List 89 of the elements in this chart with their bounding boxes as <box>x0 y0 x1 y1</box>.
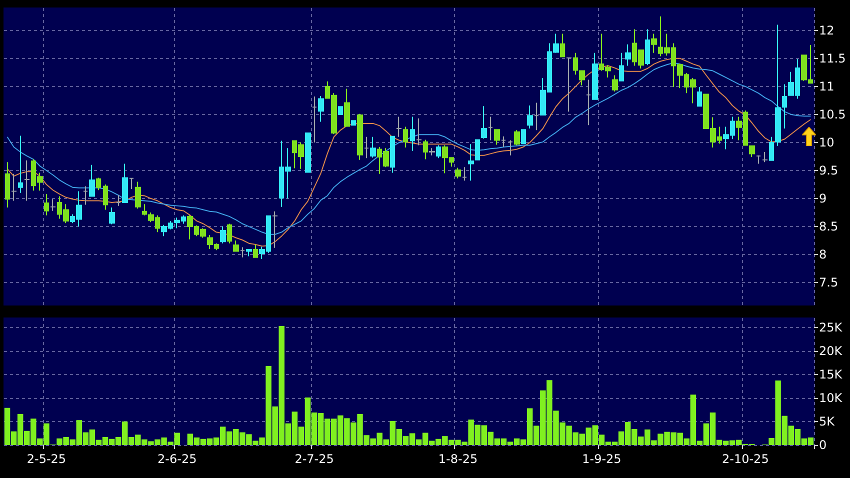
candlestick <box>142 204 147 216</box>
candlestick <box>586 79 591 126</box>
x-tick-label: 2-5-25 <box>26 452 66 466</box>
candlestick <box>566 57 572 112</box>
candlestick <box>488 116 493 141</box>
candlestick <box>233 240 239 252</box>
candlestick <box>312 96 317 143</box>
y-tick-label: 7.5 <box>819 276 838 290</box>
y-tick-label: 5K <box>819 414 836 428</box>
candlestick <box>514 130 520 146</box>
y-tick-label: 25K <box>819 320 844 334</box>
candlestick <box>129 178 134 190</box>
y-tick-label: 10.5 <box>819 107 846 122</box>
candlestick <box>429 148 435 156</box>
candlestick <box>44 194 49 216</box>
y-tick-label: 8.5 <box>819 220 838 234</box>
candlestick <box>534 102 539 131</box>
candlestick <box>272 210 278 248</box>
candlestick <box>83 186 88 206</box>
candlestick <box>625 44 631 66</box>
y-tick-label: 10K <box>819 390 844 405</box>
candlestick <box>396 116 402 138</box>
candlestick <box>416 118 422 146</box>
candlestick <box>135 181 141 210</box>
candlestick <box>246 248 252 257</box>
candlestick <box>494 129 500 146</box>
candlestick <box>697 86 702 107</box>
candlestick <box>756 154 761 164</box>
candlestick <box>619 52 624 82</box>
candlestick <box>240 246 245 258</box>
candlestick <box>573 52 578 76</box>
candlestick <box>89 164 95 197</box>
candlestick <box>462 166 467 182</box>
y-tick-label: 9.5 <box>819 164 838 178</box>
candlestick <box>364 136 369 159</box>
candlestick <box>527 105 533 129</box>
candlestick <box>560 33 565 58</box>
candlestick <box>103 184 108 210</box>
y-tick-label: 11.5 <box>819 51 846 66</box>
candlestick <box>24 160 30 202</box>
candlestick <box>109 206 115 225</box>
candlestick <box>410 116 415 152</box>
candlestick <box>116 194 121 206</box>
candlestick <box>455 167 461 179</box>
candlestick <box>475 139 480 160</box>
y-tick-label: 20K <box>819 344 844 358</box>
candlestick <box>651 33 657 54</box>
candlestick <box>18 135 23 194</box>
candlestick <box>592 52 598 100</box>
candlestick <box>122 163 128 203</box>
x-tick-label: 1-9-25 <box>582 452 622 466</box>
candlestick <box>318 95 324 122</box>
candlestick <box>220 226 226 244</box>
y-tick-label: 10 <box>819 135 834 150</box>
candlestick <box>468 144 474 182</box>
candlestick <box>423 139 428 160</box>
candlestick <box>501 136 506 148</box>
candlestick <box>403 126 408 148</box>
candlestick <box>338 106 343 115</box>
candlestick <box>579 70 585 86</box>
candlestick <box>357 113 363 160</box>
candlestick <box>227 223 232 244</box>
candlestick <box>11 173 17 202</box>
candlestick <box>370 136 376 158</box>
candlestick <box>436 144 441 159</box>
y-tick-label: 11 <box>819 79 834 94</box>
candlestick <box>612 74 618 92</box>
candlestick <box>481 106 487 140</box>
y-tick-label: 9 <box>819 192 827 206</box>
y-tick-label: 12 <box>819 23 834 38</box>
candlestick <box>351 120 356 126</box>
candlestick <box>508 140 513 156</box>
candlestick <box>253 244 258 258</box>
y-tick-label: 0 <box>819 438 827 452</box>
candlestick <box>645 28 650 66</box>
candlestick <box>50 198 56 212</box>
candlestick <box>5 162 10 208</box>
candlestick <box>390 136 395 174</box>
x-tick-label: 2-7-25 <box>294 452 334 466</box>
candlestick <box>521 129 526 144</box>
candlestick <box>305 132 311 173</box>
candlestick <box>762 152 768 163</box>
x-tick-label: 1-8-25 <box>438 452 478 466</box>
x-tick-label: 2-6-25 <box>158 452 197 466</box>
x-tick-label: 2-10-25 <box>722 452 769 466</box>
candlestick <box>344 88 350 127</box>
y-tick-label: 15K <box>819 367 844 382</box>
y-tick-label: 8 <box>819 248 827 262</box>
candlestick <box>96 177 101 191</box>
